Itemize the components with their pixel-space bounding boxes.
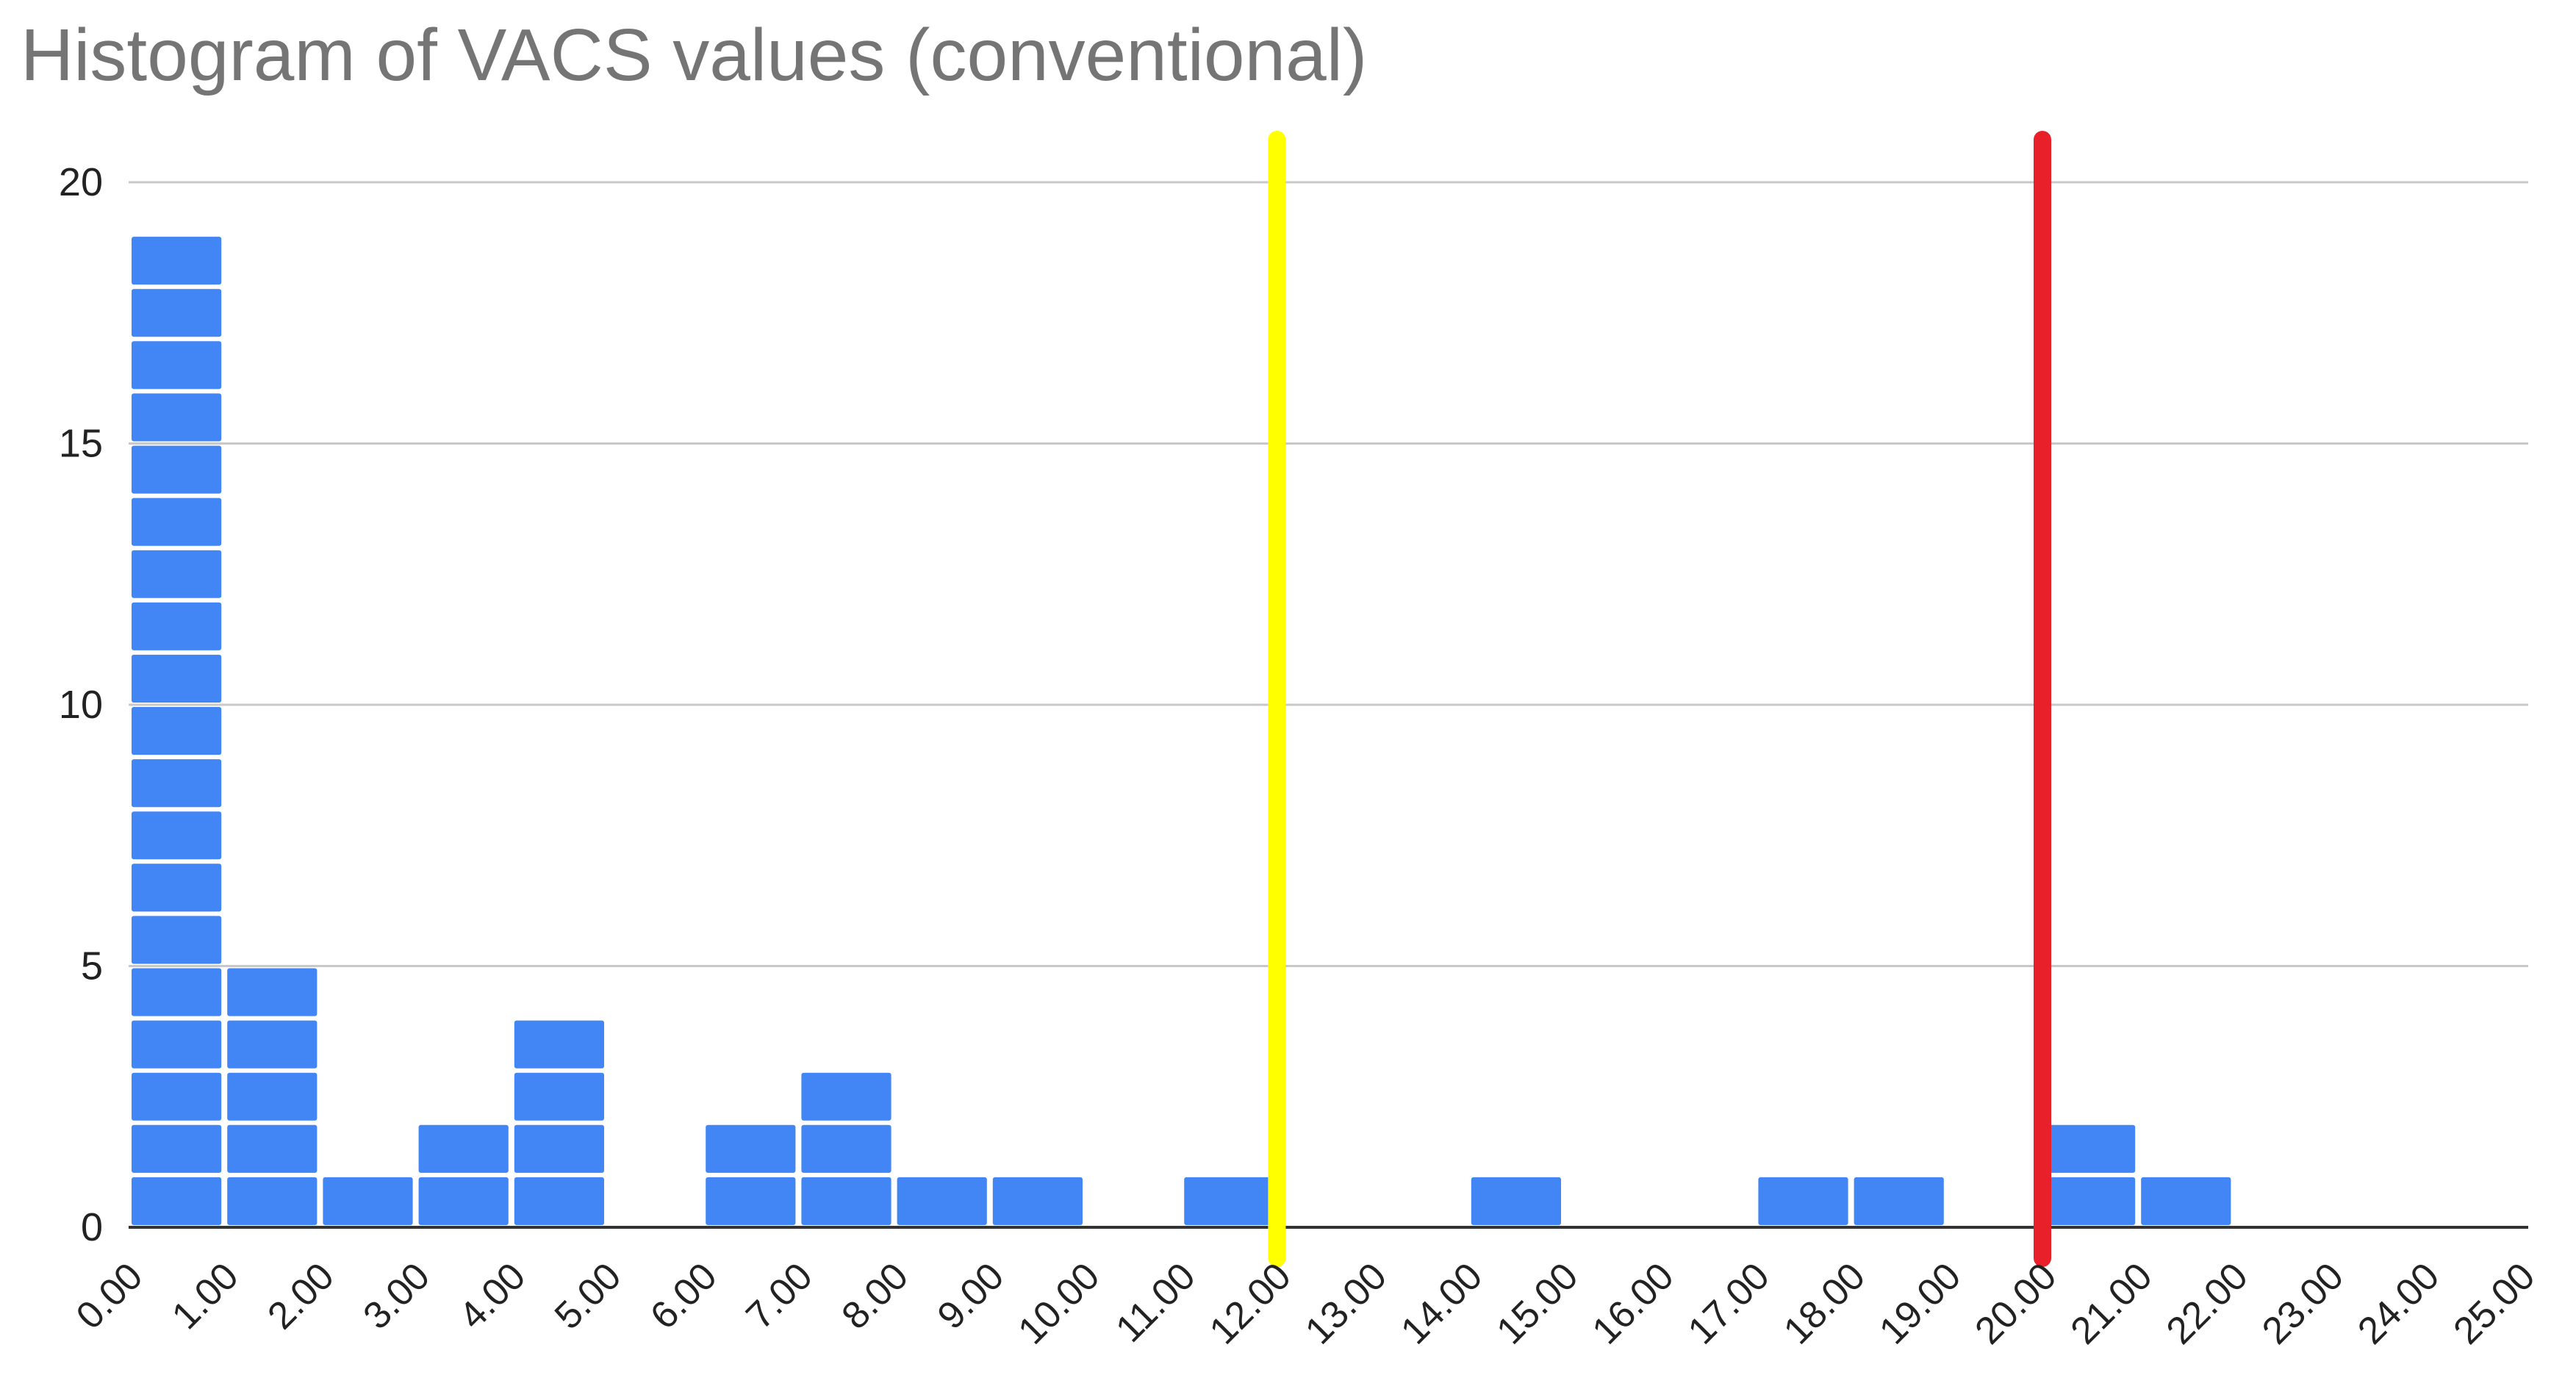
histogram-bar (132, 498, 222, 546)
x-tick-label: 9.00 (930, 1254, 1013, 1338)
histogram-bar (132, 445, 222, 494)
histogram-bar (132, 237, 222, 285)
histogram-bar (132, 550, 222, 598)
y-tick-label: 15 (59, 422, 103, 466)
histogram-bar (801, 1177, 891, 1225)
histogram-bar (897, 1177, 987, 1225)
histogram-bar (132, 759, 222, 808)
histogram-bar (2045, 1177, 2136, 1225)
x-tick-label: 18.00 (1776, 1254, 1873, 1352)
x-tick-label: 16.00 (1585, 1254, 1682, 1352)
x-tick-label: 20.00 (1967, 1254, 2064, 1352)
x-tick-label: 22.00 (2159, 1254, 2256, 1352)
histogram-bar (227, 1072, 317, 1121)
histogram-bar (992, 1177, 1083, 1225)
histogram-bar (132, 707, 222, 755)
histogram-bar (132, 1124, 222, 1173)
histogram-bar (418, 1124, 509, 1173)
histogram-bar (1184, 1177, 1274, 1225)
x-tick-label: 1.00 (164, 1254, 247, 1338)
y-tick-label: 10 (59, 683, 103, 727)
y-tick-label: 5 (81, 944, 103, 988)
histogram-bar (418, 1177, 509, 1225)
histogram-bar (706, 1124, 796, 1173)
histogram-bar (132, 1177, 222, 1225)
y-tick-label: 20 (59, 160, 103, 204)
x-tick-label: 7.00 (738, 1254, 821, 1338)
histogram-bar (1854, 1177, 1944, 1225)
histogram-bar (227, 1177, 317, 1225)
histogram-bar (514, 1124, 604, 1173)
x-tick-label: 4.00 (451, 1254, 534, 1338)
x-tick-label: 21.00 (2063, 1254, 2161, 1352)
histogram-bar (2141, 1177, 2231, 1225)
x-tick-label: 10.00 (1010, 1254, 1108, 1352)
x-tick-label: 8.00 (834, 1254, 917, 1338)
x-tick-label: 17.00 (1680, 1254, 1778, 1352)
x-tick-label: 19.00 (1871, 1254, 1969, 1352)
x-tick-label: 2.00 (259, 1254, 342, 1338)
x-tick-label: 11.00 (1108, 1254, 1203, 1350)
histogram-bar (801, 1124, 891, 1173)
histogram-bar (323, 1177, 413, 1225)
chart-title: Histogram of VACS values (conventional) (21, 14, 1368, 96)
histogram-bar (132, 289, 222, 337)
histogram-bar (227, 1124, 317, 1173)
histogram-bar (706, 1177, 796, 1225)
histogram-bar (227, 1020, 317, 1069)
histogram-bar (227, 968, 317, 1016)
histogram-bar (1471, 1177, 1561, 1225)
histogram-bar (132, 1072, 222, 1121)
histogram-bar (132, 811, 222, 860)
x-tick-label: 6.00 (642, 1254, 725, 1338)
x-tick-label: 0.00 (68, 1254, 151, 1338)
y-tick-label: 0 (81, 1205, 103, 1249)
histogram-bar (132, 864, 222, 912)
x-tick-label: 14.00 (1393, 1254, 1490, 1352)
x-tick-label: 24.00 (2350, 1254, 2447, 1352)
histogram-bar (2045, 1124, 2136, 1173)
histogram-bar (132, 341, 222, 390)
x-tick-label: 5.00 (547, 1254, 630, 1338)
histogram-bar (132, 1020, 222, 1069)
x-tick-label: 25.00 (2445, 1254, 2543, 1352)
x-tick-label: 12.00 (1202, 1254, 1299, 1352)
histogram-bar (514, 1020, 604, 1069)
x-tick-label: 3.00 (356, 1254, 439, 1338)
histogram-bar (801, 1072, 891, 1121)
histogram-bar (132, 968, 222, 1016)
histogram-bar (514, 1177, 604, 1225)
x-tick-label: 23.00 (2254, 1254, 2352, 1352)
x-tick-label: 13.00 (1297, 1254, 1395, 1352)
histogram-bar (132, 393, 222, 442)
histogram-bar (514, 1072, 604, 1121)
histogram-bar (132, 654, 222, 703)
x-tick-label: 15.00 (1488, 1254, 1586, 1352)
histogram-bar (132, 602, 222, 650)
histogram-bar (1758, 1177, 1848, 1225)
histogram-bar (132, 916, 222, 964)
